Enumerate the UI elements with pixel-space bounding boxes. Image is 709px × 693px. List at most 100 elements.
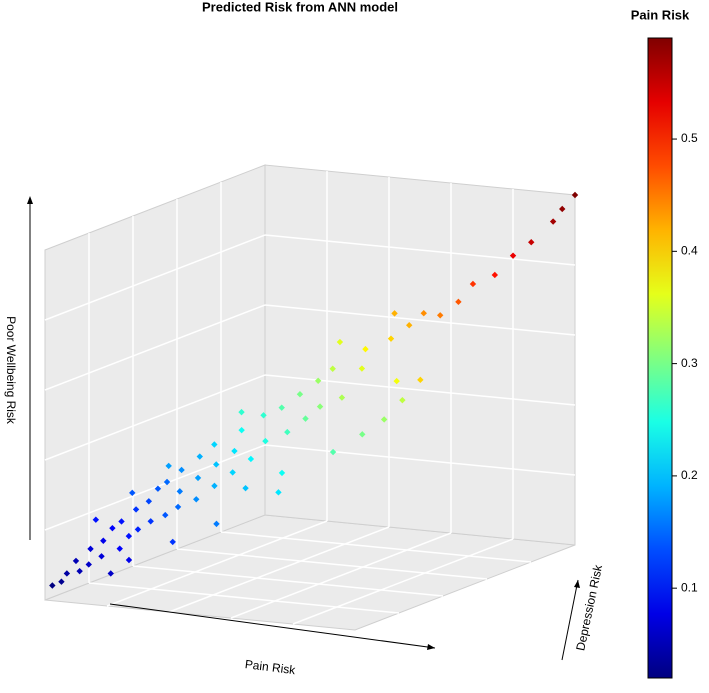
point [92, 516, 100, 523]
grid-line [292, 538, 514, 625]
grid-line [106, 520, 328, 607]
point [145, 498, 153, 505]
plot-box [44, 164, 576, 631]
point [359, 431, 366, 438]
grid-line [88, 582, 400, 614]
point [163, 478, 171, 486]
point [211, 441, 218, 448]
point [260, 412, 267, 419]
point [387, 335, 395, 342]
point [125, 532, 133, 540]
point [380, 416, 388, 423]
point [231, 447, 238, 455]
point [178, 466, 185, 474]
wall [44, 164, 266, 601]
colorbar-tick-label: 0.2 [681, 468, 698, 482]
point [391, 310, 398, 317]
point [118, 518, 125, 525]
point [129, 489, 136, 497]
grid-line [44, 234, 266, 321]
point [72, 557, 80, 565]
colorbar-tick-label: 0.5 [681, 131, 698, 145]
point [296, 391, 304, 398]
point [469, 280, 477, 288]
arrow-head [427, 644, 435, 650]
point [211, 482, 218, 490]
point [165, 462, 172, 470]
point [85, 561, 92, 568]
point [278, 404, 285, 411]
colorbar-tick-label: 0.4 [681, 244, 698, 258]
points [49, 191, 579, 589]
point [528, 239, 535, 246]
point [358, 365, 366, 372]
grid-line [44, 444, 266, 531]
point [229, 469, 236, 476]
point [169, 538, 176, 546]
chart-title: Predicted Risk from ANN model [202, 0, 398, 14]
colorbar-title: Pain Risk [631, 7, 690, 22]
point [302, 415, 309, 422]
point [417, 376, 424, 384]
colorbar-tick-label: 0.1 [681, 580, 698, 594]
point [147, 518, 154, 525]
point [275, 489, 282, 496]
grid-line [132, 565, 444, 597]
point [63, 570, 71, 577]
wall [264, 164, 576, 546]
point [362, 345, 369, 353]
point [58, 578, 65, 585]
point [132, 506, 140, 513]
point [247, 455, 255, 463]
grid-line [264, 234, 576, 266]
point [49, 582, 56, 589]
point [194, 474, 202, 482]
grid-line [168, 526, 390, 613]
point [125, 556, 133, 564]
point [193, 496, 200, 503]
point [196, 453, 203, 460]
grid-line [44, 374, 266, 461]
point [314, 377, 322, 384]
point [406, 322, 413, 329]
point [154, 485, 162, 492]
colorbar-ticks: 0.1 0.2 0.3 0.4 0.5 [672, 131, 698, 594]
colorbar [647, 37, 673, 679]
y-axis-label: Depression Risk [573, 563, 605, 652]
point [338, 394, 346, 401]
point [176, 488, 184, 495]
point [284, 428, 291, 436]
point [491, 271, 499, 279]
point [213, 520, 220, 528]
x-axis-label: Pain Risk [244, 657, 297, 677]
point [436, 312, 444, 319]
grid-line [264, 444, 576, 476]
colorbar-tick-label: 0.3 [681, 356, 698, 370]
point [242, 484, 249, 492]
point [262, 437, 269, 445]
point [162, 511, 169, 519]
grid-line [44, 304, 266, 391]
point [213, 461, 220, 468]
point [87, 545, 94, 553]
grid-line [230, 532, 452, 619]
point [509, 252, 517, 259]
point [329, 365, 336, 372]
point [174, 503, 182, 511]
point [238, 408, 245, 416]
grid-line [220, 531, 532, 563]
point [571, 191, 579, 199]
point [116, 545, 123, 552]
point [278, 469, 286, 477]
point [399, 396, 406, 404]
y-axis-arrow [561, 579, 579, 661]
grid-line [176, 548, 488, 580]
point [329, 448, 337, 456]
z-axis-label: Poor Wellbeing Risk [4, 316, 18, 425]
point [134, 526, 142, 533]
point [455, 298, 462, 306]
point [76, 567, 83, 575]
point [336, 338, 344, 346]
point [559, 205, 566, 213]
